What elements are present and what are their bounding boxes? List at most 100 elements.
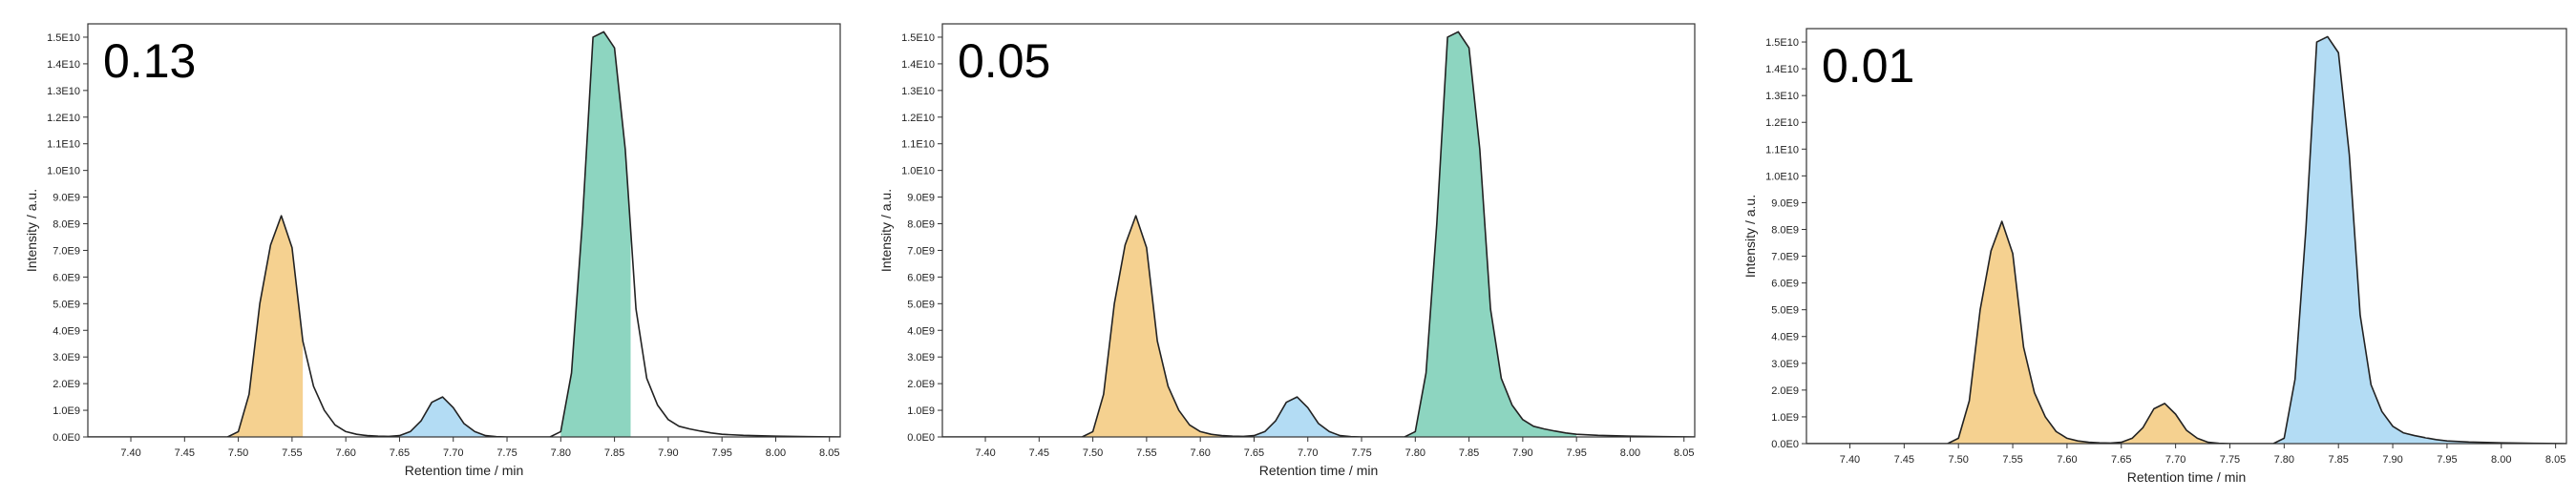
chromatogram-chart-3: 0.0E0 1.0E9 2.0E9 3.0E9 4.0E9 5.0E9 6.0E9 7.0E9… [1742,28,2567,485]
peak-fill-3 [2272,36,2481,444]
y-tick-label: 0.0E0 [53,432,80,444]
y-tick-label: 8.0E9 [1771,224,1799,236]
y-tick-label: 1.2E10 [47,113,80,124]
x-tick-label: 7.50 [228,447,248,459]
y-tick-label: 1.5E10 [901,32,935,44]
y-tick-label: 1.2E10 [901,113,935,124]
y-tick-label: 0.0E0 [1771,439,1799,450]
y-tick-label: 1.0E9 [53,405,80,417]
peak-fill-2 [399,397,492,437]
x-tick-label: 7.55 [282,447,302,459]
x-tick-label: 8.05 [819,447,839,459]
x-tick-label: 7.80 [551,447,571,459]
chromatogram-panel-3: 0.0E0 1.0E9 2.0E9 3.0E9 4.0E9 5.0E9 6.0E9 7.0E9… [1719,0,2576,498]
y-tick-label: 5.0E9 [907,299,935,310]
plot-area [942,31,1695,437]
x-tick-label: 7.70 [443,447,463,459]
peak-fill-1 [227,216,304,437]
panel-label: 0.05 [958,34,1050,88]
x-tick-label: 7.60 [335,447,355,459]
y-tick-label: 5.0E9 [1771,305,1799,317]
x-tick-label: 8.05 [2545,454,2565,466]
y-tick-label: 1.1E10 [1765,144,1799,156]
y-tick-label: 1.3E10 [901,86,935,97]
chromatogram-chart-2: 0.0E0 1.0E9 2.0E9 3.0E9 4.0E9 5.0E9 6.0E9 7.0E9… [878,23,1696,478]
x-tick-label: 7.50 [1948,454,1968,466]
y-tick-label: 1.2E10 [1765,117,1799,129]
y-axis-title: Intensity / a.u. [1742,195,1758,278]
y-tick-label: 1.5E10 [47,32,80,44]
x-tick-label: 7.70 [2165,454,2185,466]
peak-fill-3 [1404,31,1577,437]
x-tick-label: 7.40 [120,447,140,459]
y-tick-label: 1.0E10 [901,166,935,177]
y-tick-label: 4.0E9 [907,325,935,337]
x-axis-title: Retention time / min [2127,469,2247,485]
y-tick-label: 0.0E0 [907,432,935,444]
y-tick-label: 1.3E10 [47,86,80,97]
peak-fill-3 [560,31,631,437]
panel-label: 0.13 [103,34,196,88]
y-tick-label: 1.3E10 [1765,91,1799,102]
y-tick-label: 3.0E9 [1771,359,1799,370]
y-tick-label: 6.0E9 [907,272,935,283]
y-tick-label: 5.0E9 [53,299,80,310]
x-tick-label: 7.65 [2111,454,2131,466]
peak-fill-1 [1082,216,1222,437]
x-tick-label: 8.05 [1674,447,1694,459]
x-tick-label: 7.75 [1351,447,1371,459]
y-tick-label: 1.0E10 [47,166,80,177]
y-tick-label: 2.0E9 [1771,385,1799,397]
x-tick-label: 7.85 [1459,447,1479,459]
x-tick-label: 7.95 [2437,454,2457,466]
x-tick-label: 7.50 [1083,447,1103,459]
x-tick-label: 7.65 [390,447,410,459]
chromatogram-panel-2: 0.0E0 1.0E9 2.0E9 3.0E9 4.0E9 5.0E9 6.0E9 7.0E9… [855,0,1704,498]
x-tick-label: 7.80 [2274,454,2294,466]
y-tick-label: 1.5E10 [1765,37,1799,49]
y-tick-label: 1.0E9 [907,405,935,417]
x-tick-label: 7.55 [1136,447,1156,459]
y-tick-label: 1.1E10 [901,139,935,151]
y-axis-title: Intensity / a.u. [878,189,894,272]
x-tick-label: 7.60 [2057,454,2077,466]
y-axis-title: Intensity / a.u. [24,189,39,272]
x-tick-label: 7.45 [1894,454,1914,466]
peak-fill-2 [1254,397,1346,437]
chromatogram-trace [1806,35,2566,444]
y-tick-label: 9.0E9 [53,193,80,204]
x-tick-label: 7.45 [175,447,195,459]
x-tick-label: 7.85 [604,447,624,459]
x-tick-label: 7.85 [2328,454,2348,466]
y-tick-label: 3.0E9 [907,352,935,363]
y-tick-label: 4.0E9 [1771,332,1799,343]
plot-frame [1805,28,2567,445]
y-tick-label: 9.0E9 [1771,197,1799,209]
y-tick-label: 9.0E9 [907,193,935,204]
plot-area [1806,35,2566,444]
x-tick-label: 7.90 [1512,447,1532,459]
y-tick-label: 8.0E9 [907,219,935,231]
x-tick-label: 7.90 [2382,454,2402,466]
x-tick-label: 7.95 [711,447,731,459]
peak-fill-2 [2121,403,2214,444]
x-tick-label: 7.75 [2220,454,2240,466]
x-tick-label: 8.00 [766,447,786,459]
x-tick-label: 7.70 [1298,447,1318,459]
y-tick-label: 8.0E9 [53,219,80,231]
x-tick-label: 8.00 [2491,454,2511,466]
x-tick-label: 7.45 [1029,447,1049,459]
y-tick-label: 1.4E10 [901,59,935,71]
plot-frame [941,23,1696,438]
y-tick-label: 7.0E9 [53,245,80,257]
x-axis-title: Retention time / min [405,463,524,478]
plot-area [88,31,840,437]
x-tick-label: 7.95 [1566,447,1586,459]
y-tick-label: 4.0E9 [53,325,80,337]
y-tick-label: 1.4E10 [1765,64,1799,75]
y-tick-label: 2.0E9 [53,379,80,390]
panel-label: 0.01 [1822,39,1914,93]
peak-fill-1 [1947,221,2089,444]
y-tick-label: 1.4E10 [47,59,80,71]
y-tick-label: 1.0E9 [1771,412,1799,424]
